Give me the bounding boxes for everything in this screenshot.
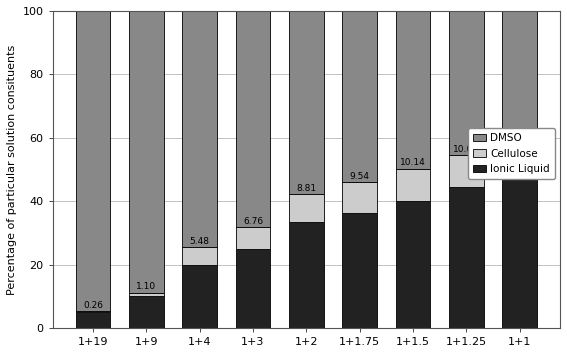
Bar	[289, 11, 324, 194]
Bar	[75, 11, 110, 312]
Bar	[342, 182, 377, 213]
Bar	[342, 213, 377, 328]
Bar	[396, 169, 430, 201]
Y-axis label: Percentage of particular solution consituents: Percentage of particular solution consit…	[7, 44, 17, 295]
Text: 8.81: 8.81	[296, 184, 316, 193]
Bar	[396, 11, 430, 169]
Text: 10.00: 10.00	[454, 145, 479, 154]
Text: 9.58: 9.58	[510, 129, 530, 137]
Bar	[182, 11, 217, 247]
Bar	[236, 249, 270, 328]
Legend: DMSO, Cellulose, Ionic Liquid: DMSO, Cellulose, Ionic Liquid	[468, 128, 555, 179]
Text: 5.48: 5.48	[189, 237, 210, 246]
Bar	[342, 11, 377, 182]
Bar	[129, 293, 164, 296]
Text: 9.54: 9.54	[350, 172, 370, 181]
Bar	[75, 312, 110, 328]
Bar	[289, 194, 324, 222]
Bar	[449, 187, 484, 328]
Text: 1.10: 1.10	[136, 282, 156, 291]
Bar	[236, 227, 270, 249]
Bar	[396, 201, 430, 328]
Bar	[502, 11, 537, 139]
Bar	[502, 139, 537, 170]
Text: 10.14: 10.14	[400, 159, 426, 167]
Bar	[182, 264, 217, 328]
Bar	[236, 11, 270, 227]
Text: 6.76: 6.76	[243, 217, 263, 226]
Bar	[502, 170, 537, 328]
Bar	[182, 247, 217, 264]
Bar	[449, 155, 484, 187]
Bar	[449, 11, 484, 155]
Bar	[129, 296, 164, 328]
Bar	[129, 11, 164, 293]
Text: 0.26: 0.26	[83, 301, 103, 310]
Bar	[289, 222, 324, 328]
